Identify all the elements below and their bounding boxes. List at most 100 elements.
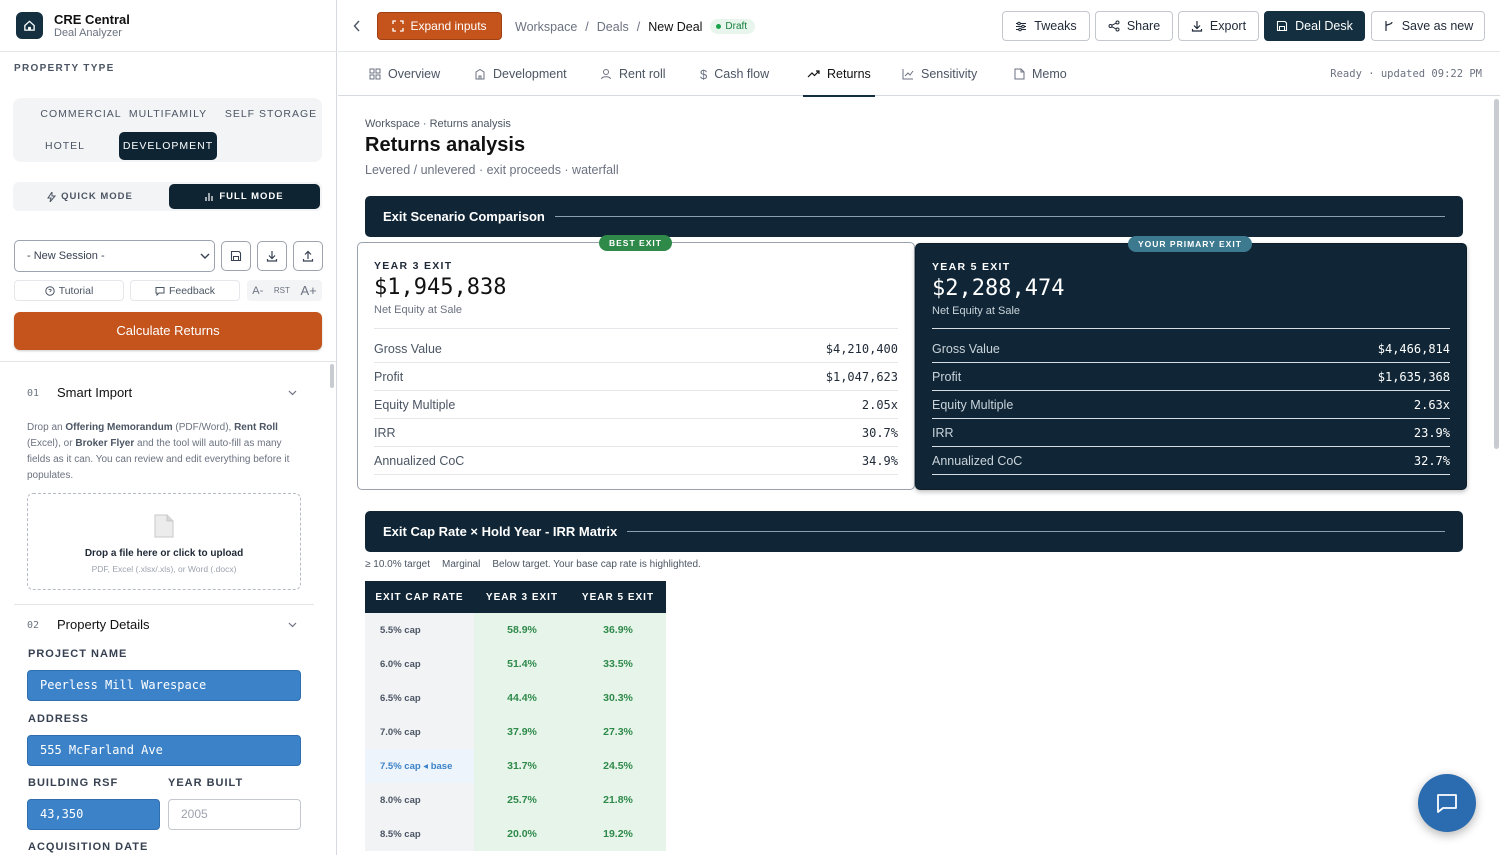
share-icon bbox=[1108, 20, 1120, 32]
trend-icon bbox=[807, 70, 820, 78]
column-header: YEAR 3 EXIT bbox=[474, 581, 570, 613]
exit-scenario-header: Exit Scenario Comparison bbox=[365, 196, 1463, 237]
smart-import-description: Drop an Offering Memorandum (PDF/Word), … bbox=[27, 420, 303, 484]
home-icon[interactable] bbox=[16, 12, 43, 39]
metric-row: IRR 23.9% bbox=[932, 419, 1450, 447]
divider bbox=[0, 361, 336, 362]
year-built-input[interactable]: 2005 bbox=[168, 799, 301, 830]
table-row: 6.0% cap 51.4% 33.5% bbox=[365, 647, 666, 681]
main-content: Workspace · Returns analysis Returns ana… bbox=[338, 97, 1500, 855]
property-type-self-storage[interactable]: SELF STORAGE bbox=[224, 108, 318, 120]
irr-cell: 33.5% bbox=[570, 647, 666, 681]
legend-marginal: Marginal bbox=[441, 559, 481, 570]
breadcrumb: Workspace / Deals / New Deal Draft bbox=[515, 19, 756, 34]
full-mode-button[interactable]: FULL MODE bbox=[169, 184, 320, 209]
property-type-commercial[interactable]: COMMERCIAL bbox=[40, 108, 122, 120]
chevron-down-icon[interactable] bbox=[288, 622, 297, 628]
metric-row: Annualized CoC 32.7% bbox=[932, 447, 1450, 475]
desc-bf: Broker Flyer bbox=[75, 438, 135, 449]
tab-rent-roll[interactable]: Rent roll bbox=[600, 52, 666, 96]
tab-sensitivity[interactable]: Sensitivity bbox=[902, 52, 977, 96]
breadcrumb-separator: / bbox=[585, 19, 589, 34]
cap-rate-cell: 8.0% cap bbox=[365, 783, 474, 817]
desc-text: (Excel), or bbox=[27, 438, 76, 449]
desc-text: and the tool will auto-fill as many fiel… bbox=[27, 438, 290, 481]
tab-overview[interactable]: Overview bbox=[369, 52, 440, 96]
expand-icon bbox=[392, 20, 405, 32]
save-as-new-label: Save as new bbox=[1401, 19, 1474, 33]
tweaks-button[interactable]: Tweaks bbox=[1002, 11, 1090, 41]
file-drop-zone[interactable]: Drop a file here or click to upload PDF,… bbox=[27, 493, 301, 590]
tab-returns[interactable]: Returns bbox=[803, 52, 875, 97]
session-select[interactable]: - New Session - bbox=[14, 240, 215, 272]
upload-session-button[interactable] bbox=[293, 241, 323, 271]
project-name-label: PROJECT NAME bbox=[28, 648, 128, 660]
table-row: 5.5% cap 58.9% 36.9% bbox=[365, 613, 666, 647]
desc-text: (PDF/Word), bbox=[172, 422, 235, 433]
chevron-down-icon[interactable] bbox=[288, 390, 297, 396]
feedback-label: Feedback bbox=[168, 284, 216, 297]
desc-text: Drop an bbox=[27, 422, 66, 433]
main-scrollbar[interactable] bbox=[1494, 99, 1499, 449]
feedback-button[interactable]: Feedback bbox=[130, 280, 240, 301]
deal-desk-button[interactable]: Deal Desk bbox=[1264, 11, 1365, 41]
font-larger-button[interactable]: A+ bbox=[300, 283, 317, 298]
expand-inputs-button[interactable]: Expand inputs bbox=[377, 12, 502, 40]
metric-label: Annualized CoC bbox=[932, 453, 1023, 468]
building-rsf-input[interactable]: 43,350 bbox=[27, 799, 160, 830]
save-as-new-button[interactable]: Save as new bbox=[1371, 11, 1485, 41]
tab-development[interactable]: Development bbox=[474, 52, 567, 96]
mode-toggle: QUICK MODE FULL MODE bbox=[13, 182, 322, 211]
save-session-button[interactable] bbox=[221, 241, 251, 271]
chevron-left-icon[interactable] bbox=[353, 20, 361, 32]
full-mode-label: FULL MODE bbox=[219, 191, 284, 202]
desc-om: Offering Memorandum bbox=[65, 422, 173, 433]
metric-row: Equity Multiple 2.63x bbox=[932, 391, 1450, 419]
tab-memo[interactable]: Memo bbox=[1014, 52, 1067, 96]
drop-subtitle: PDF, Excel (.xlsx/.xls), or Word (.docx) bbox=[91, 564, 237, 574]
export-button[interactable]: Export bbox=[1178, 11, 1259, 41]
property-type-multifamily[interactable]: MULTIFAMILY bbox=[128, 108, 208, 120]
divider bbox=[627, 531, 1445, 532]
project-name-input[interactable]: Peerless Mill Warespace bbox=[27, 670, 301, 701]
message-icon bbox=[155, 286, 165, 296]
font-size-controls: A- RST A+ bbox=[247, 280, 322, 301]
status-text: Ready · updated 09:22 PM bbox=[1330, 68, 1482, 80]
metric-label: IRR bbox=[932, 425, 954, 440]
sidebar-scrollbar[interactable] bbox=[330, 364, 334, 388]
cap-rate-cell: 6.0% cap bbox=[365, 647, 474, 681]
tab-cash-flow[interactable]: $ Cash flow bbox=[700, 52, 769, 96]
doc-icon bbox=[1014, 68, 1025, 80]
sliders-icon bbox=[1016, 21, 1027, 31]
tab-label: Returns bbox=[827, 67, 871, 81]
download-icon bbox=[266, 251, 278, 262]
breadcrumb-workspace[interactable]: Workspace bbox=[515, 19, 578, 34]
share-button[interactable]: Share bbox=[1095, 11, 1173, 41]
table-row: 8.5% cap 20.0% 19.2% bbox=[365, 817, 666, 851]
table-row: 8.0% cap 25.7% 21.8% bbox=[365, 783, 666, 817]
metric-value: $1,635,368 bbox=[1377, 369, 1450, 384]
irr-cell: 58.9% bbox=[474, 613, 570, 647]
metric-value: 32.7% bbox=[1413, 453, 1450, 468]
metric-row: IRR 30.7% bbox=[374, 419, 898, 447]
grid-icon bbox=[369, 68, 381, 80]
irr-cell: 30.3% bbox=[570, 681, 666, 715]
tab-label: Development bbox=[493, 67, 567, 81]
property-type-hotel[interactable]: HOTEL bbox=[44, 140, 85, 152]
bolt-icon bbox=[47, 191, 57, 202]
font-reset-button[interactable]: RST bbox=[273, 286, 290, 295]
property-details-title[interactable]: Property Details bbox=[57, 617, 150, 632]
download-session-button[interactable] bbox=[257, 241, 287, 271]
property-type-development[interactable]: DEVELOPMENT bbox=[119, 132, 217, 160]
matrix-legend: ≥ 10.0% target Marginal Below target. Yo… bbox=[365, 559, 701, 570]
irr-cell: 51.4% bbox=[474, 647, 570, 681]
quick-mode-button[interactable]: QUICK MODE bbox=[15, 184, 165, 209]
tab-label: Sensitivity bbox=[921, 67, 978, 81]
tutorial-button[interactable]: Tutorial bbox=[14, 280, 124, 301]
font-smaller-button[interactable]: A- bbox=[252, 284, 264, 297]
chat-button[interactable] bbox=[1418, 774, 1476, 832]
address-input[interactable]: 555 McFarland Ave bbox=[27, 735, 301, 766]
smart-import-title[interactable]: Smart Import bbox=[57, 385, 133, 400]
breadcrumb-deals[interactable]: Deals bbox=[596, 19, 629, 34]
calculate-returns-button[interactable]: Calculate Returns bbox=[14, 312, 322, 350]
